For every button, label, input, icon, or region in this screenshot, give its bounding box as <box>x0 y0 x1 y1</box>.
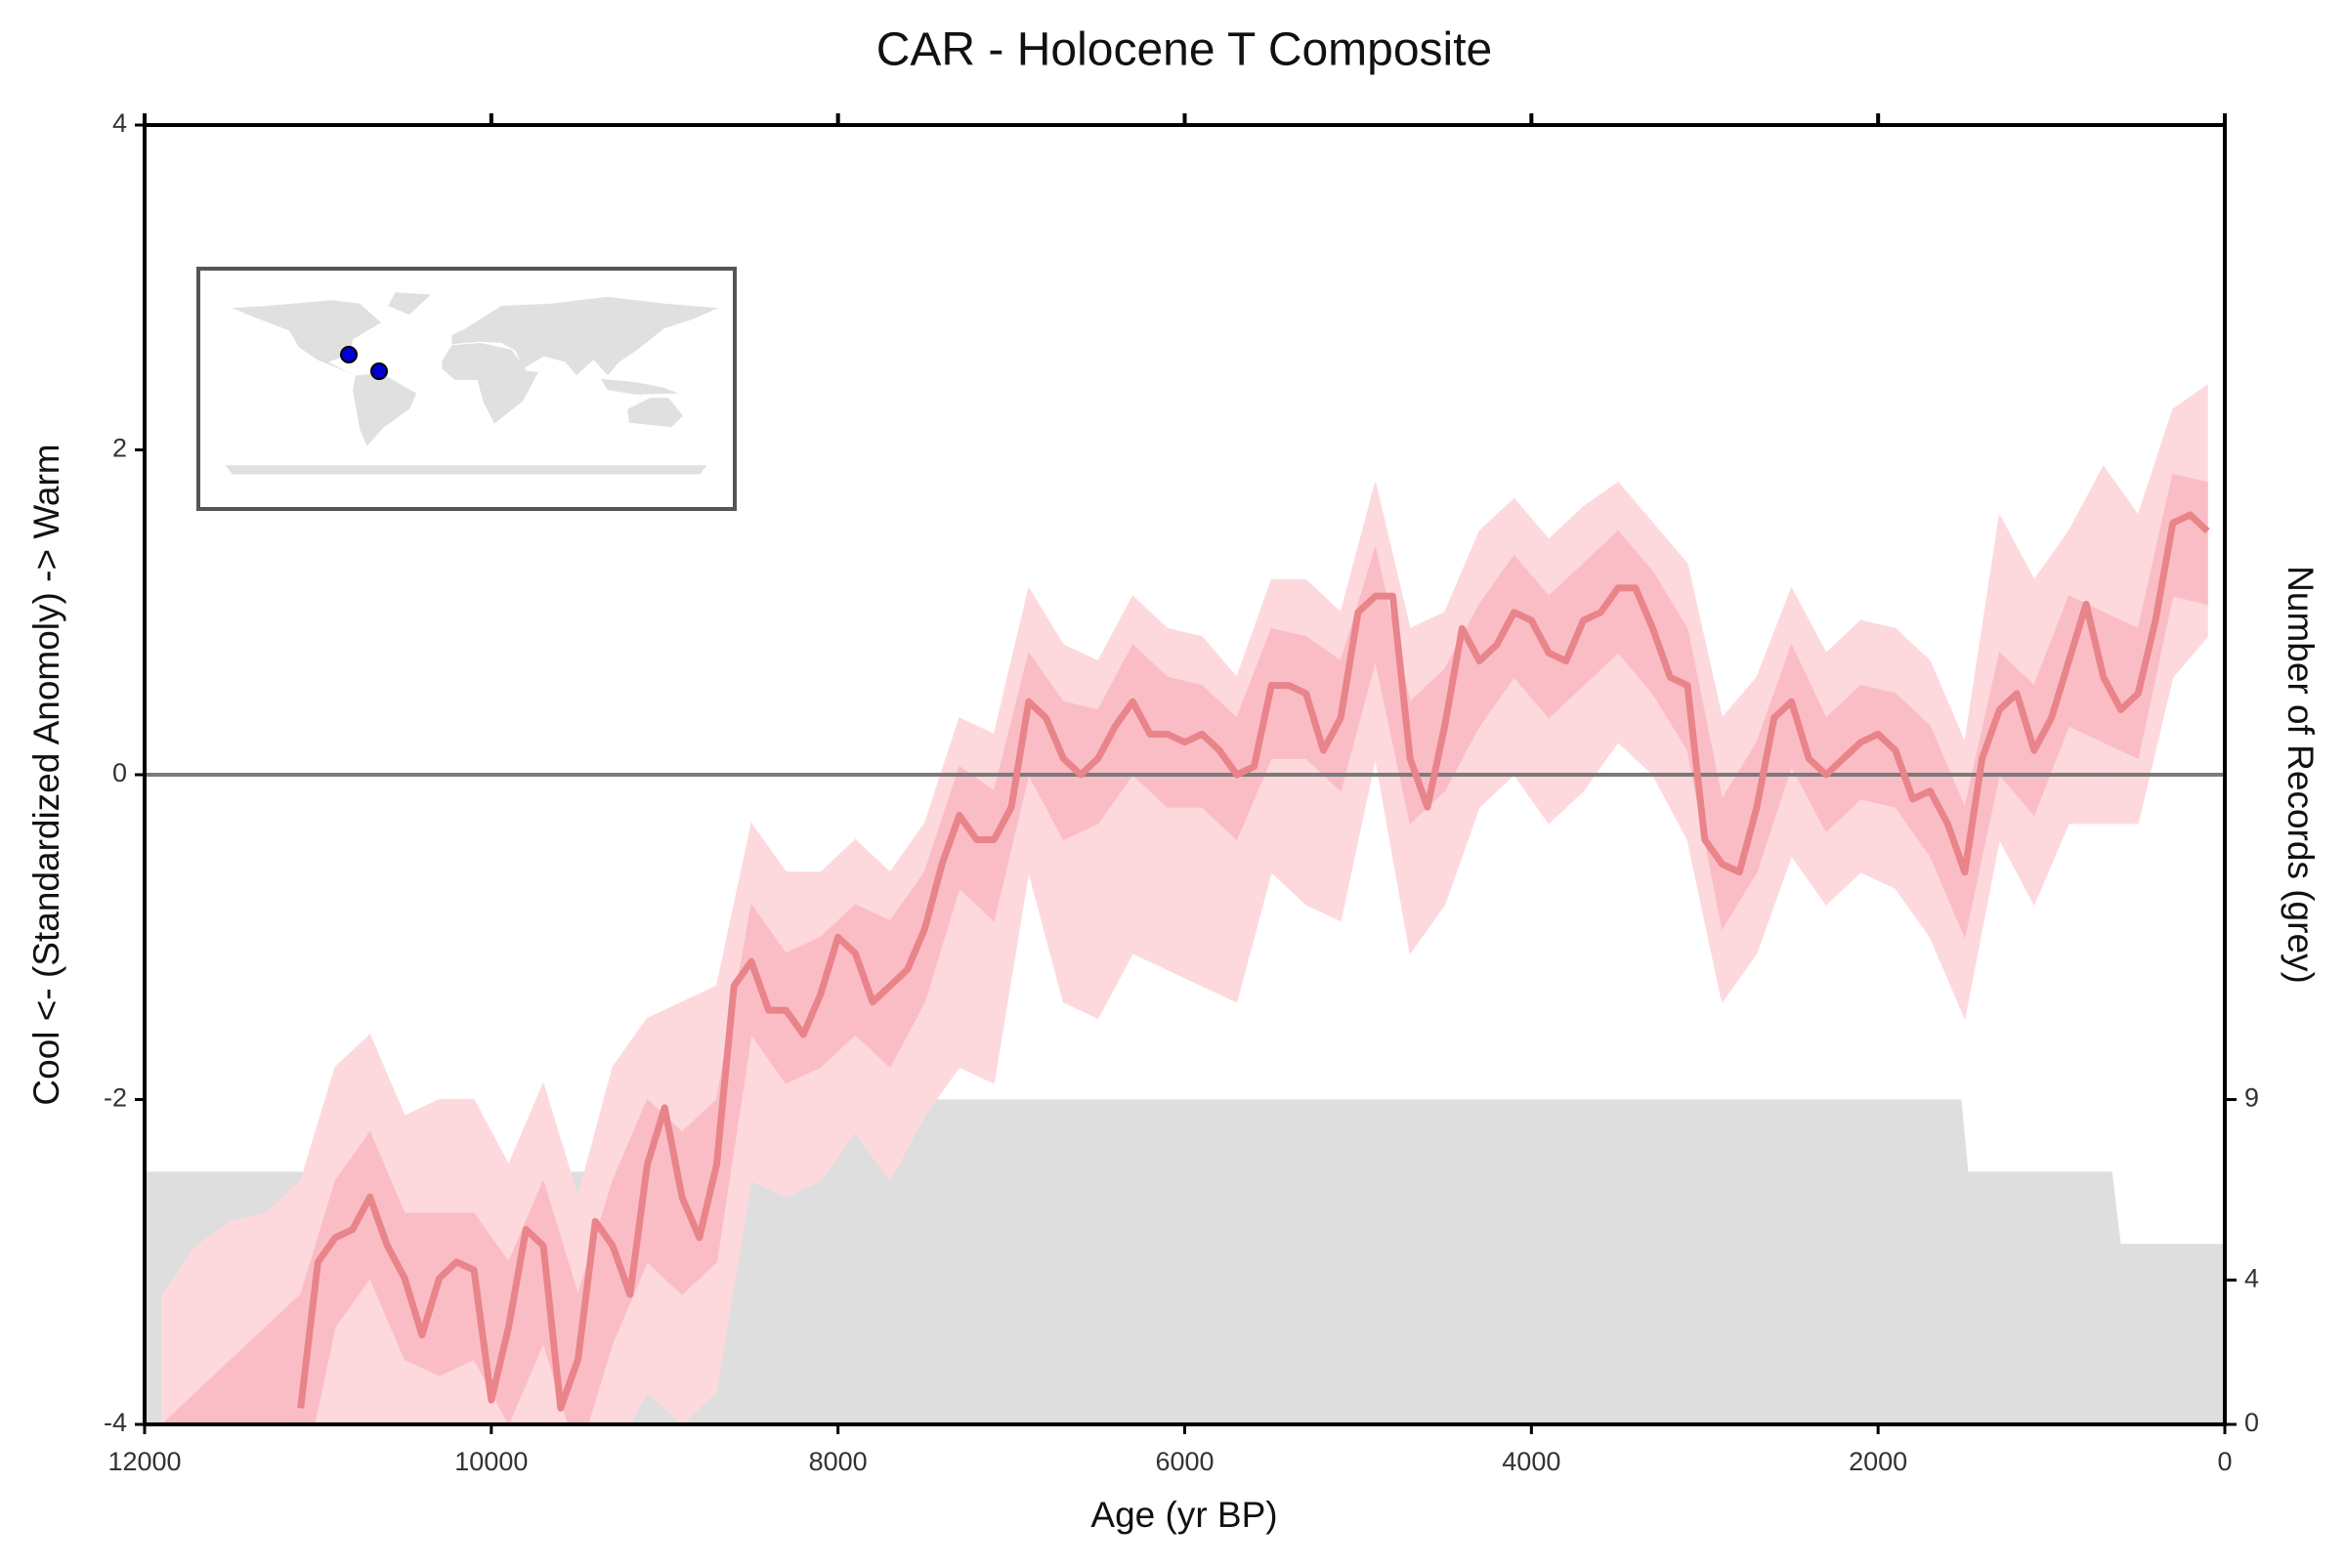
continent <box>627 398 683 428</box>
continent <box>232 300 381 376</box>
continent <box>225 465 707 475</box>
x-tick-label: 12000 <box>107 1447 181 1476</box>
x-tick-label: 6000 <box>1155 1447 1214 1476</box>
site-marker <box>340 346 358 363</box>
inner-band <box>439 1212 475 1377</box>
inner-band <box>542 1180 579 1424</box>
inner-band <box>195 1358 233 1424</box>
inner-band <box>2172 473 2208 606</box>
world-map <box>225 292 719 475</box>
inset-map <box>196 267 737 511</box>
continent <box>388 292 431 316</box>
x-tick-label: 4000 <box>1502 1447 1560 1476</box>
continent <box>442 342 538 424</box>
y2-tick-label: 9 <box>2244 1083 2259 1113</box>
site-marker <box>370 362 388 380</box>
y-tick-label: 2 <box>112 434 127 463</box>
y2-tick-label: 0 <box>2244 1408 2259 1437</box>
inner-band <box>161 1390 197 1424</box>
y2-tick-label: 4 <box>2244 1263 2259 1293</box>
y-axis-title: Cool <- (Standardized Anomoly) -> Warm <box>26 444 66 1105</box>
plot-area <box>145 384 2225 1424</box>
inner-band <box>265 1293 302 1424</box>
chart-title: CAR - Holocene T Composite <box>876 24 1493 76</box>
x-tick-label: 10000 <box>454 1447 528 1476</box>
inner-band <box>647 1098 683 1296</box>
composite-line <box>297 511 2210 1412</box>
continent <box>353 373 417 446</box>
inner-band <box>231 1326 267 1424</box>
continent <box>600 378 679 395</box>
x-tick-label: 0 <box>2217 1447 2232 1476</box>
continent <box>451 296 719 376</box>
y-tick-label: 0 <box>112 758 127 787</box>
y-tick-label: 4 <box>112 108 127 138</box>
x-axis-title: Age (yr BP) <box>1090 1495 1277 1535</box>
y-tick-label: -2 <box>104 1083 127 1113</box>
y2-axis-title: Number of Records (grey) <box>2281 566 2321 984</box>
y-tick-label: -4 <box>104 1408 127 1437</box>
x-tick-label: 8000 <box>809 1447 868 1476</box>
outer-band <box>161 1244 197 1424</box>
x-tick-label: 2000 <box>1849 1447 1907 1476</box>
